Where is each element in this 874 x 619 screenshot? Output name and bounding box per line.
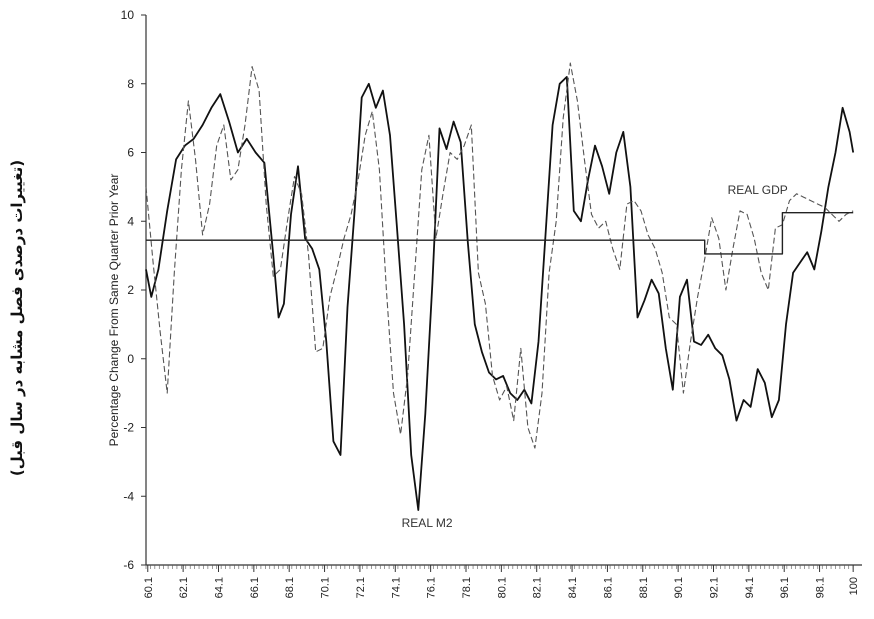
x-tick-label: 64.1 <box>213 577 225 598</box>
x-tick-label: 84.1 <box>567 577 579 598</box>
x-tick-label: 74.1 <box>390 577 402 598</box>
y-axis-label: Percentage Change From Same Quarter Prio… <box>107 174 121 447</box>
y-tick-label: -2 <box>123 421 134 435</box>
y-tick-label: 8 <box>127 77 134 91</box>
series-line-series-1 <box>145 62 854 449</box>
y-tick-label: 4 <box>127 214 134 228</box>
x-tick-label: 62.1 <box>178 577 190 598</box>
x-tick-label: 72.1 <box>355 577 367 598</box>
x-tick-label: 96.1 <box>779 577 791 598</box>
series-labels: REAL M2 REAL GDP <box>402 183 788 530</box>
x-tick-label: 60.1 <box>143 577 155 598</box>
x-tick-label: 86.1 <box>602 577 614 598</box>
series-line-real-gdp <box>146 211 854 255</box>
x-tick-label: 76.1 <box>426 577 438 598</box>
y-axis-label-persian: (تغییرات درصدی فصل مشابه در سال قبل) <box>8 160 26 476</box>
x-tick-label: 88.1 <box>638 577 650 598</box>
x-tick-label: 92.1 <box>708 577 720 598</box>
y-tick-label: 10 <box>121 8 135 22</box>
x-tick-label: 94.1 <box>744 577 756 598</box>
y-tick-label: 2 <box>127 283 134 297</box>
series-label-real-gdp: REAL GDP <box>728 183 788 197</box>
x-tick-label: 98.1 <box>815 577 827 598</box>
y-tick-label: -6 <box>123 558 134 572</box>
x-tick-label: 100 <box>848 577 860 595</box>
y-tick-label: 6 <box>127 146 134 160</box>
x-tick-label: 68.1 <box>284 577 296 598</box>
series-line-real-m2 <box>145 76 855 511</box>
x-tick-label: 80.1 <box>496 577 508 598</box>
x-tick-label: 78.1 <box>461 577 473 598</box>
axes: -6 -4 -2 0 2 4 6 8 10 60.1 62.1 64.1 66.1 68.1 70.1 72.… <box>121 8 862 598</box>
x-tick-label: 66.1 <box>249 577 261 598</box>
y-tick-label: 0 <box>127 352 134 366</box>
series-label-real-m2: REAL M2 <box>402 516 453 530</box>
x-tick-label: 90.1 <box>673 577 685 598</box>
series-layer <box>145 62 855 511</box>
y-tick-label: -4 <box>123 489 134 503</box>
x-tick-label: 82.1 <box>532 577 544 598</box>
x-tick-label: 70.1 <box>320 577 332 598</box>
